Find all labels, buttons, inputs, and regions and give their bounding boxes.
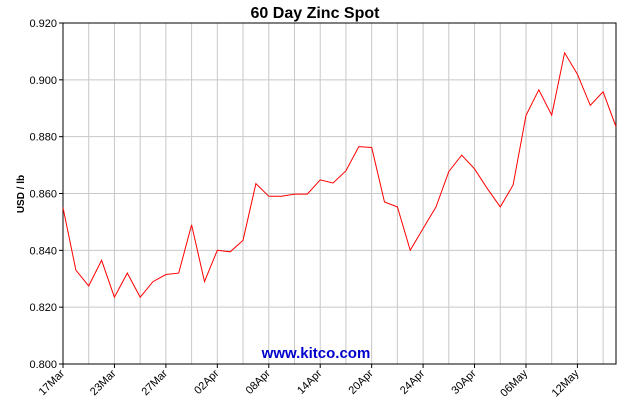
y-axis-label: USD / lb (16, 175, 27, 213)
x-tick-label: 23Mar (88, 367, 119, 398)
y-tick-label: 0.820 (29, 302, 57, 314)
watermark-link[interactable]: www.kitco.com (261, 345, 371, 362)
series-layer (62, 51, 617, 299)
price-series-line (62, 51, 617, 299)
x-tick-label: 30Apr (449, 367, 478, 396)
x-tick-label: 06May (498, 367, 530, 399)
y-tick-label: 0.800 (29, 359, 57, 371)
y-tick-label: 0.860 (29, 189, 57, 201)
y-tick-label: 0.880 (29, 132, 57, 144)
plot-frame (62, 22, 617, 365)
y-axis-ticks: 0.800 0.820 0.840 0.860 0.880 0.900 0.920 (29, 18, 63, 371)
grid (62, 22, 616, 365)
x-tick-label: 27Mar (139, 367, 170, 398)
x-tick-label: 24Apr (398, 367, 427, 396)
x-tick-label: 17Mar (37, 367, 68, 398)
y-tick-label: 0.900 (29, 75, 57, 87)
x-tick-label: 20Apr (347, 367, 376, 396)
x-tick-label: 14Apr (295, 367, 324, 396)
x-axis-ticks: 17Mar 23Mar 27Mar 02Apr 08Apr 14Apr 20Apr 24Apr… (37, 364, 582, 399)
x-tick-label: 08Apr (244, 367, 273, 396)
y-tick-label: 0.840 (29, 245, 57, 257)
x-tick-label: 12May (550, 367, 582, 399)
y-tick-label: 0.920 (29, 18, 57, 30)
x-tick-label: 02Apr (192, 367, 221, 396)
chart-title: 60 Day Zinc Spot (251, 5, 381, 22)
